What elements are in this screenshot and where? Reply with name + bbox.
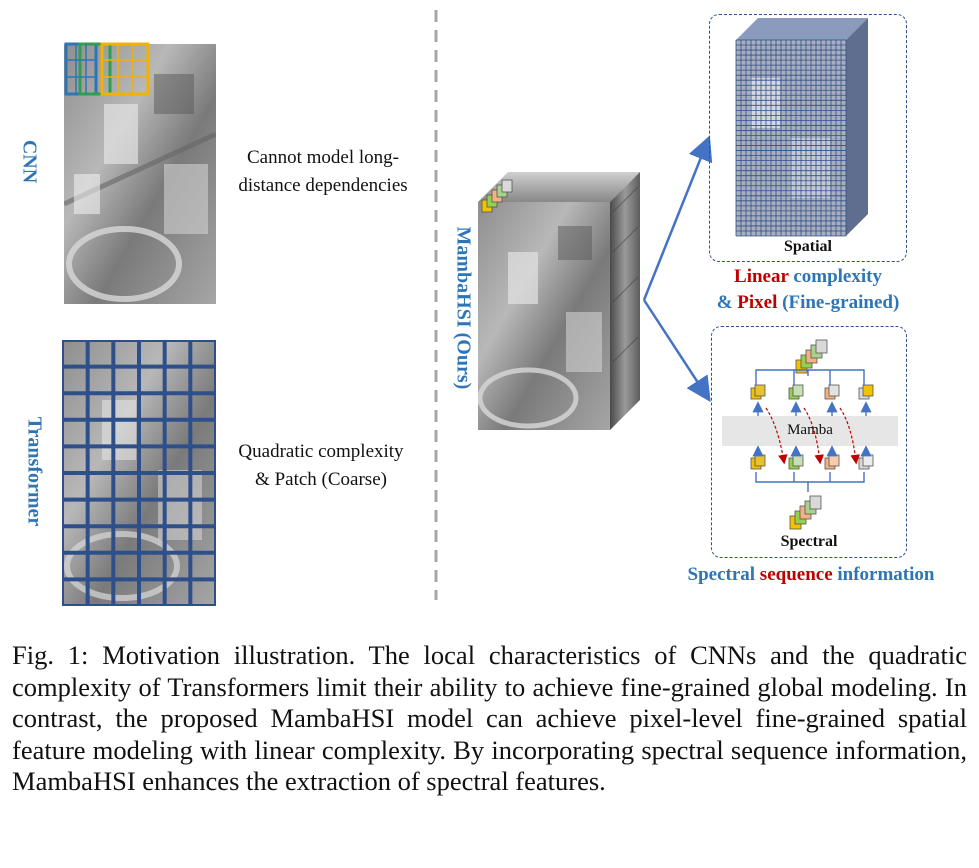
hsi-cube	[478, 172, 640, 430]
spatial-branch-box	[709, 14, 907, 262]
cnn-note-line2: distance dependencies	[238, 175, 408, 196]
spatial-box-label: Spatial	[783, 238, 832, 255]
mambahsi-label: MambaHSI (Ours)	[452, 226, 475, 390]
spatial-pixel-grid-cube	[735, 18, 868, 237]
spectral-sequence-line: Spectral sequence information	[652, 564, 970, 586]
transformer-patch-grid	[62, 340, 216, 606]
cnn-note-line1: Cannot model long-	[247, 147, 399, 168]
transformer-note-line2: & Patch (Coarse)	[255, 469, 387, 490]
fine-grained-word: (Fine-grained)	[777, 292, 900, 313]
linear-word: Linear	[734, 266, 789, 287]
cnn-limitation-note: Cannot model long- distance dependencies	[218, 144, 428, 200]
linear-complexity-line: Linear complexity	[700, 266, 916, 288]
cnn-kernel-overlay	[64, 42, 150, 96]
spectral-box-label: Spectral	[780, 533, 838, 550]
spectral-branch-box	[711, 326, 907, 558]
transformer-label: Transformer	[23, 416, 46, 527]
figure-caption: Fig. 1: Motivation illustration. The loc…	[12, 640, 967, 796]
transformer-note-line1: Quadratic complexity	[238, 441, 404, 462]
information-word: information	[832, 564, 935, 585]
sequence-word: sequence	[759, 564, 833, 585]
mamba-block-label: Mamba	[787, 422, 833, 438]
spectral-mamba-diagram	[722, 339, 898, 530]
spectral-word: Spectral	[687, 564, 760, 585]
dashed-divider	[434, 10, 438, 600]
cnn-aerial-image	[64, 44, 216, 304]
pixel-fine-grained-line: & Pixel (Fine-grained)	[690, 292, 926, 314]
complexity-word: complexity	[788, 266, 882, 287]
pixel-prefix: &	[716, 292, 738, 313]
pixel-word: Pixel	[737, 292, 778, 313]
transformer-limitation-note: Quadratic complexity & Patch (Coarse)	[216, 438, 426, 494]
cnn-label: CNN	[18, 139, 41, 184]
cube-to-branches-arrows	[642, 135, 713, 403]
